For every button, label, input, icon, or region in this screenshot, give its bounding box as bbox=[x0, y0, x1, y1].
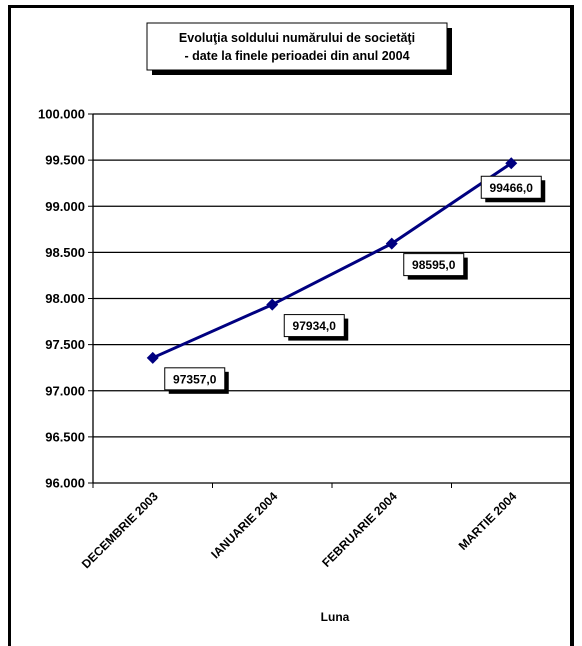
x-tick-label: MARTIE 2004 bbox=[456, 489, 520, 553]
chart-title-line-2: - date la finele perioadei din anul 2004 bbox=[184, 49, 409, 63]
data-point-marker bbox=[266, 298, 279, 311]
data-label: 97934,0 bbox=[293, 319, 337, 333]
y-tick-label: 100.000 bbox=[38, 107, 85, 122]
data-label-box bbox=[480, 175, 542, 199]
data-label: 99466,0 bbox=[490, 181, 534, 195]
axes bbox=[88, 113, 572, 488]
y-tick-label: 99.000 bbox=[45, 199, 85, 214]
series-polyline bbox=[152, 162, 513, 360]
y-tick-label: 96.500 bbox=[45, 429, 85, 444]
data-labels: 97357,0 97934,0 98595,0 99466,0 bbox=[164, 175, 546, 394]
y-tick-label: 98.000 bbox=[45, 291, 85, 306]
data-label-box bbox=[403, 253, 465, 277]
data-point-marker bbox=[146, 351, 159, 364]
chart-frame bbox=[8, 5, 574, 646]
title-box bbox=[146, 22, 448, 71]
x-tick-label: IANUARIE 2004 bbox=[208, 489, 280, 561]
x-tick-label: DECEMBRIE 2003 bbox=[79, 489, 161, 571]
x-axis-tick-labels: DECEMBRIE 2003 IANUARIE 2004 FEBRUARIE 200… bbox=[79, 489, 520, 571]
data-label-box bbox=[283, 314, 345, 338]
x-axis-title: Luna bbox=[321, 610, 350, 624]
data-point-marker bbox=[385, 237, 398, 250]
data-label-box bbox=[164, 367, 226, 391]
series-line bbox=[146, 157, 518, 364]
y-tick-label: 96.000 bbox=[45, 476, 85, 491]
data-label: 98595,0 bbox=[412, 258, 456, 272]
y-tick-label: 98.500 bbox=[45, 245, 85, 260]
y-tick-label: 99.500 bbox=[45, 153, 85, 168]
data-label: 97357,0 bbox=[173, 372, 217, 386]
data-point-marker bbox=[505, 157, 518, 170]
x-tick-label: FEBRUARIE 2004 bbox=[319, 489, 400, 570]
chart-title-box: Evoluţia soldului numărului de societăţi… bbox=[146, 22, 452, 75]
y-tick-label: 97.500 bbox=[45, 337, 85, 352]
y-tick-label: 97.000 bbox=[45, 383, 85, 398]
chart-title-line-1: Evoluţia soldului numărului de societăţi bbox=[179, 31, 415, 45]
y-axis-tick-labels: 96.000 96.500 97.000 97.500 98.000 98.500 99.0… bbox=[38, 107, 85, 491]
